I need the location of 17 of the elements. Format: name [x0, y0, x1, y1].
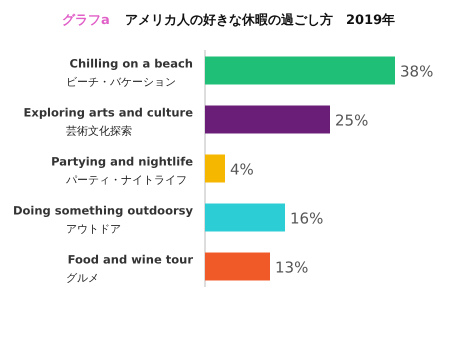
- data-label: 16%: [290, 210, 324, 228]
- y-tick-label: Chilling on a beach ビーチ・バケーション: [66, 56, 193, 88]
- chart-title: アメリカ人の好きな休暇の過ごし方 2019年: [125, 12, 396, 28]
- bar: [205, 56, 395, 84]
- bar: [205, 252, 270, 280]
- data-label: 38%: [400, 62, 434, 80]
- y-tick-label: Doing something outdoorsy アウトドア: [12, 204, 194, 236]
- bar: [205, 106, 330, 134]
- y-tick-label: Partying and nightlife パーティ・ナイトライフ: [51, 154, 194, 186]
- y-tick-label: Exploring arts and culture 芸術文化探索: [24, 106, 194, 138]
- data-label: 4%: [230, 160, 254, 178]
- bar: [205, 154, 225, 182]
- data-label: 13%: [275, 258, 308, 276]
- bar: [205, 204, 285, 232]
- text: グラフa: [62, 13, 110, 28]
- data-label: 25%: [335, 112, 368, 130]
- y-tick-label: Food and wine tour グルメ: [66, 252, 194, 284]
